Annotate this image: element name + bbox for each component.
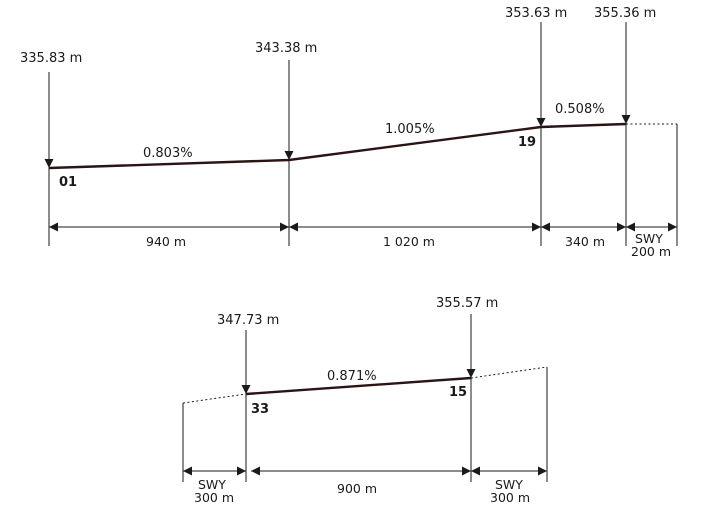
slope-label: 0.871% [327,369,377,384]
threshold-label-19: 19 [518,135,536,150]
stopway-length-label: 200 m [631,244,671,259]
stopway-length-label: 300 m [490,490,530,505]
slope-label: 0.508% [555,102,605,117]
elevation-label-33: 347.73 m [217,313,279,328]
stopway-label: SWY [635,231,663,246]
distance-label: 900 m [337,481,377,496]
elevation-label-15: 355.57 m [436,296,498,311]
top-profile: 335.83 m 343.38 m 353.63 m 355.36 m 0.80… [20,6,678,259]
bottom-runway-profile-line [245,376,472,396]
threshold-label-15: 15 [449,385,467,400]
bottom-stopway-dotted-line [470,366,548,379]
threshold-label-01: 01 [59,175,77,190]
top-runway-profile-line [48,122,627,170]
bottom-profile: 347.73 m 355.57 m 0.871% 33 15 SWY 300 m… [182,296,548,505]
elevation-label-mid: 343.38 m [255,41,317,56]
distance-label: 1 020 m [383,234,435,249]
bottom-stopway-dotted-line [182,393,247,404]
slope-label: 1.005% [385,122,435,137]
stopway-label: SWY [495,477,523,492]
slope-label: 0.803% [143,146,193,161]
distance-label: 940 m [146,234,186,249]
stopway-label: SWY [198,477,226,492]
distance-label: 340 m [565,234,605,249]
elevation-label-end: 355.36 m [594,6,656,21]
stopway-length-label: 300 m [194,490,234,505]
elevation-label-19: 353.63 m [505,6,567,21]
elevation-label-01: 335.83 m [20,51,82,66]
threshold-label-33: 33 [251,402,269,417]
